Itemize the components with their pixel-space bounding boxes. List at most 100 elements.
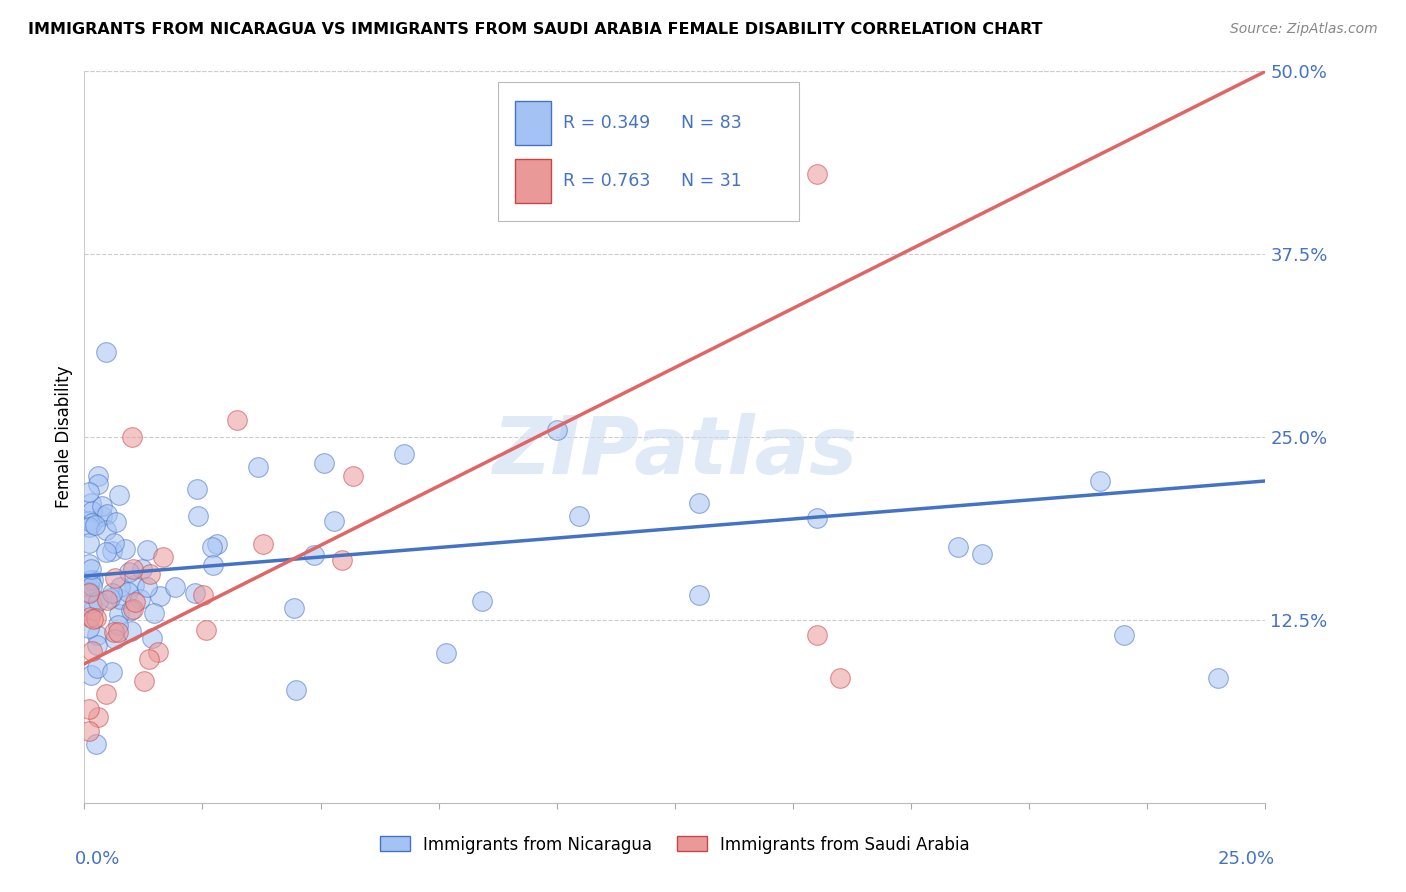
Point (202, 558, 225, 573)
Point (184, 586, 207, 600)
Point (87, 469, 110, 483)
Point (104, 515, 127, 529)
Point (149, 589, 172, 603)
Point (77, 586, 100, 600)
Point (108, 580, 131, 594)
Point (283, 600, 305, 615)
Point (132, 674, 155, 689)
Point (80, 579, 103, 593)
Point (96, 523, 118, 537)
Point (80, 562, 103, 576)
Point (122, 578, 145, 592)
Point (187, 508, 209, 523)
Point (103, 625, 125, 640)
Point (124, 595, 146, 609)
Point (82, 603, 104, 617)
Point (392, 447, 415, 461)
Point (77, 580, 100, 594)
Point (96, 508, 118, 522)
Point (94, 544, 117, 558)
Point (77, 535, 100, 549)
Point (1206, 672, 1229, 686)
Point (77, 723, 100, 738)
Point (79, 609, 101, 624)
Point (77, 702, 100, 716)
Point (120, 602, 142, 616)
Text: Source: ZipAtlas.com: Source: ZipAtlas.com (1230, 22, 1378, 37)
Point (96, 593, 118, 607)
Point (100, 665, 122, 679)
Point (82, 612, 104, 626)
Text: R = 0.763: R = 0.763 (562, 172, 650, 190)
Point (970, 547, 993, 561)
Point (323, 514, 346, 528)
Point (284, 682, 307, 697)
Point (114, 542, 136, 557)
Point (146, 645, 169, 659)
Point (201, 541, 224, 555)
Point (82, 573, 104, 587)
Point (122, 561, 145, 575)
Point (120, 624, 142, 638)
Text: IMMIGRANTS FROM NICARAGUA VS IMMIGRANTS FROM SAUDI ARABIA FEMALE DISABILITY CORR: IMMIGRANTS FROM NICARAGUA VS IMMIGRANTS … (28, 22, 1043, 37)
Point (806, 510, 828, 524)
Point (141, 631, 163, 645)
Point (252, 537, 274, 551)
Point (139, 567, 162, 582)
Point (143, 606, 166, 620)
Point (830, 672, 852, 686)
Point (94, 345, 117, 359)
Point (86, 661, 108, 675)
Point (82, 644, 104, 658)
Point (1112, 627, 1135, 641)
Point (186, 483, 208, 497)
Point (568, 508, 591, 523)
Point (107, 618, 129, 632)
Point (118, 565, 141, 579)
Point (226, 412, 249, 426)
FancyBboxPatch shape (516, 101, 551, 145)
Point (121, 430, 143, 444)
Point (434, 646, 457, 660)
Point (688, 496, 710, 510)
Point (90, 499, 112, 513)
Point (104, 571, 127, 585)
FancyBboxPatch shape (498, 82, 799, 221)
Point (77, 621, 100, 635)
Point (330, 553, 353, 567)
Y-axis label: Female Disability: Female Disability (55, 366, 73, 508)
Text: 0.0%: 0.0% (75, 849, 121, 868)
Point (101, 544, 124, 558)
Point (194, 624, 217, 638)
Point (806, 627, 828, 641)
Point (77, 557, 100, 571)
Point (1088, 474, 1111, 488)
Point (101, 585, 124, 599)
Text: ZIPatlas: ZIPatlas (492, 413, 858, 491)
Point (84, 611, 107, 625)
Text: N = 31: N = 31 (681, 172, 741, 190)
Point (121, 602, 143, 616)
Point (129, 592, 152, 607)
Point (91, 508, 114, 523)
Point (312, 456, 335, 470)
Point (86, 639, 108, 653)
Point (80, 516, 103, 530)
Point (191, 589, 214, 603)
Point (205, 537, 228, 551)
Point (80, 597, 103, 611)
Point (108, 591, 131, 606)
Point (471, 594, 494, 608)
Point (77, 519, 100, 533)
Point (103, 536, 125, 550)
Point (87, 709, 110, 723)
Point (806, 167, 828, 181)
Point (135, 580, 157, 594)
Point (117, 585, 139, 599)
Point (138, 652, 160, 666)
Point (77, 484, 100, 499)
Point (108, 488, 131, 502)
Point (546, 423, 568, 437)
Point (948, 540, 970, 554)
Point (87, 594, 110, 608)
